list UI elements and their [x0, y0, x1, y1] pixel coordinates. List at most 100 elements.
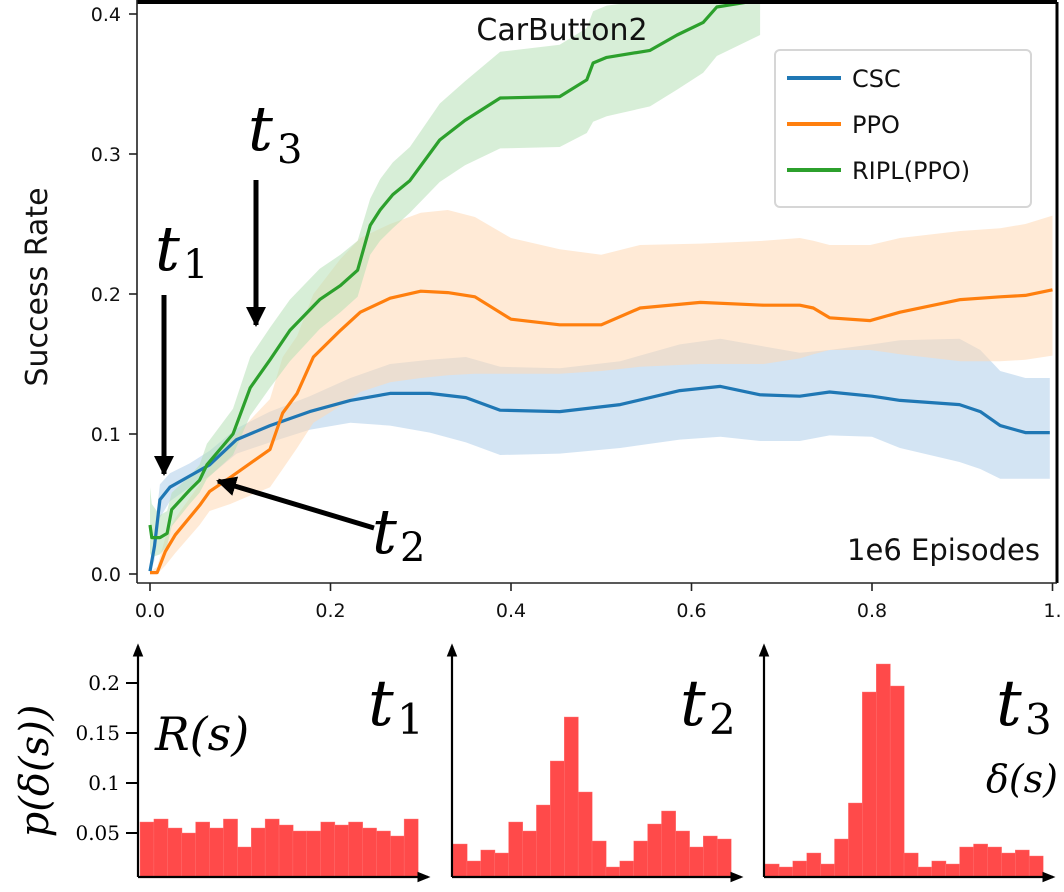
- histogram-bar: [931, 860, 947, 878]
- histogram-bar: [376, 830, 391, 878]
- annotation-t2-label: t: [372, 495, 397, 568]
- histogram-y-axis-label: p(δ(s)): [12, 705, 58, 838]
- histogram-bar: [362, 827, 377, 878]
- x-tick-label: 0.6: [676, 600, 706, 622]
- success-rate-line-chart: 0.0 0.2 0.4 0.6 0.8 1. 0.0 0.1 0.2 0.3 0.4 Succes…: [20, 0, 1062, 622]
- histogram-bar: [605, 866, 621, 878]
- band-ppo: [150, 210, 1053, 574]
- histogram-bar: [917, 866, 933, 878]
- histogram-bar: [564, 716, 579, 878]
- histogram-bar: [550, 760, 565, 878]
- histogram-bar: [250, 827, 266, 878]
- histogram-panel-label-sub: 1: [397, 695, 424, 744]
- legend: CSC PPO RIPL(PPO): [774, 49, 1032, 208]
- y-axis-label: Success Rate: [20, 187, 55, 386]
- legend-item-csc: CSC: [787, 65, 901, 93]
- histogram-inner-label-R: R(s): [154, 707, 249, 761]
- y-tick-label: 0.0: [91, 564, 121, 586]
- histogram-bar: [466, 860, 482, 878]
- histogram-bar: [522, 830, 537, 878]
- histogram-bar: [494, 852, 510, 878]
- histogram-panel-label: t: [368, 667, 394, 741]
- histogram-bar: [889, 685, 905, 878]
- line-ppo: [150, 288, 1053, 575]
- histogram-bar: [633, 840, 649, 878]
- histogram-bar: [292, 830, 308, 878]
- histogram-bar: [945, 863, 961, 878]
- annotation-t1-label: t: [155, 212, 180, 285]
- annotation-t1: t 1: [154, 212, 208, 476]
- histogram-bar: [403, 818, 419, 878]
- histogram-panel-label-sub: 2: [709, 695, 736, 744]
- histogram-bar: [264, 818, 280, 878]
- histogram-bar: [390, 835, 405, 878]
- y-tick-label: 0.4: [91, 4, 121, 26]
- histogram-bar: [973, 843, 988, 878]
- histogram-panel-label: t: [996, 667, 1022, 741]
- x-tick-label: 1.: [1043, 600, 1061, 622]
- histogram-bar: [577, 791, 593, 878]
- histogram-bar: [661, 810, 676, 878]
- legend-box: [774, 49, 1032, 208]
- histogram-bar: [876, 663, 891, 878]
- histogram-bar: [181, 832, 197, 878]
- histogram-bar: [1028, 855, 1044, 878]
- histogram-bar: [675, 830, 690, 878]
- annotation-t2-sub: 2: [400, 525, 425, 571]
- y-tick-label: 0.2: [91, 284, 121, 306]
- histogram-bar: [591, 840, 607, 878]
- histogram-bar: [703, 835, 718, 878]
- histogram-bar: [716, 838, 732, 878]
- histogram-bar: [153, 818, 169, 878]
- histogram-bar: [209, 827, 224, 878]
- chart-title: CarButton2: [476, 13, 647, 48]
- histogram-bar: [306, 830, 322, 878]
- histogram-y-ticks: 0.05 0.1 0.15 0.2: [75, 671, 138, 845]
- annotation-t1-sub: 1: [183, 242, 208, 288]
- y-tick-label: 0.1: [91, 424, 121, 446]
- legend-item-ripl-ppo: RIPL(PPO): [787, 157, 970, 185]
- histogram-bar: [195, 821, 211, 878]
- histogram-y-tick-label: 0.1: [88, 771, 120, 795]
- legend-item-ppo: PPO: [787, 111, 900, 139]
- histogram-bar: [834, 838, 849, 878]
- histogram-bar: [452, 843, 468, 878]
- histogram-bar: [1015, 849, 1030, 878]
- histogram-bar: [320, 821, 336, 878]
- histogram-bar: [167, 827, 183, 878]
- histogram-bar: [536, 804, 551, 878]
- histogram-bar: [508, 821, 524, 878]
- series-lines: [148, 3, 1053, 575]
- histogram-bar: [778, 866, 794, 878]
- histogram-bar: [619, 860, 635, 878]
- histogram-y-tick-label: 0.05: [75, 821, 120, 845]
- legend-label: CSC: [852, 65, 901, 93]
- x-tick-label: 0.0: [135, 600, 165, 622]
- annotation-t3-sub: 3: [277, 127, 302, 173]
- legend-label: RIPL(PPO): [852, 157, 970, 185]
- histogram-panel-label: t: [680, 667, 706, 741]
- histogram-bar: [278, 824, 294, 878]
- y-axis-ticks: 0.0 0.1 0.2 0.3 0.4: [91, 4, 137, 586]
- histogram-bar: [806, 852, 822, 878]
- x-tick-label: 0.4: [496, 600, 526, 622]
- histogram-bar: [764, 863, 780, 878]
- annotation-t2: t 2: [216, 476, 425, 571]
- histogram-bar: [223, 818, 238, 878]
- histogram-bar: [348, 821, 363, 878]
- histogram-bar: [1001, 852, 1016, 878]
- line-ripl-ppo: [148, 3, 752, 540]
- x-tick-label: 0.2: [315, 600, 345, 622]
- band-ripl-ppo: [150, 3, 761, 558]
- histogram-bar: [792, 860, 808, 878]
- x-axis-ticks: 0.0 0.2 0.4 0.6 0.8 1.: [135, 583, 1062, 622]
- histogram-bar: [647, 823, 662, 878]
- line-csc: [148, 384, 1050, 572]
- histogram-y-tick-label: 0.15: [75, 721, 120, 745]
- histogram-bar: [334, 824, 350, 878]
- histogram-bar: [959, 846, 974, 878]
- histogram-bar: [139, 821, 155, 878]
